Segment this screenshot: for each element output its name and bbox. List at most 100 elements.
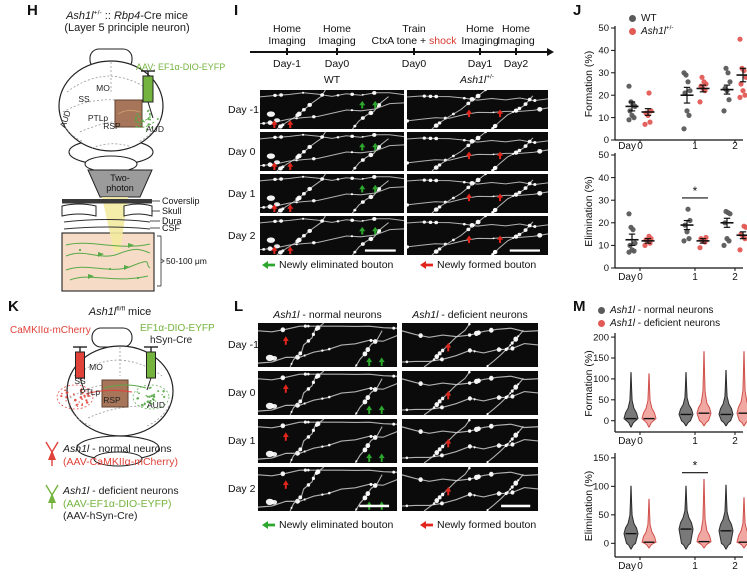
row-label: Day 2 bbox=[228, 229, 256, 242]
data-point bbox=[646, 233, 652, 239]
microscopy-image bbox=[407, 174, 548, 213]
svg-text:1: 1 bbox=[692, 436, 698, 447]
column-title-normal: Ash1l - normal neurons bbox=[273, 309, 382, 321]
region-label-ptlp: PTLp bbox=[88, 113, 109, 123]
region-label-ptlp: PTLp bbox=[80, 387, 101, 397]
data-point bbox=[737, 247, 743, 253]
newly-formed-bouton-arrow bbox=[445, 342, 452, 352]
skull-right bbox=[123, 203, 153, 217]
newly-formed-bouton-arrow bbox=[271, 204, 278, 213]
microscopy-image bbox=[260, 132, 404, 171]
panel-i-label: I bbox=[234, 2, 239, 19]
svg-text:50: 50 bbox=[598, 23, 609, 34]
data-point bbox=[740, 88, 746, 94]
microscopy-image bbox=[260, 174, 404, 213]
svg-text:0: 0 bbox=[604, 263, 609, 274]
column-title-deficient: Ash1l - deficient neurons bbox=[412, 309, 528, 321]
shock-accent: shock bbox=[429, 34, 457, 47]
legend-formed-bouton: Newly formed bouton bbox=[420, 519, 536, 531]
eyfp-construct-label: EF1α-DIO-EYFP bbox=[140, 323, 215, 334]
olfactory-bulb bbox=[91, 327, 133, 348]
newly-formed-bouton-arrow bbox=[287, 204, 294, 213]
region-label-ss: SS bbox=[74, 376, 86, 386]
newly-formed-bouton-arrow bbox=[282, 432, 289, 441]
svg-text:1: 1 bbox=[692, 561, 698, 572]
timeline-day-4: Day1 bbox=[467, 58, 493, 70]
data-point bbox=[724, 236, 730, 242]
panel-m-label: M bbox=[573, 298, 586, 315]
data-point bbox=[741, 223, 747, 229]
red-left-arrow-icon bbox=[420, 521, 433, 529]
violin bbox=[641, 373, 657, 428]
red-dot-marker bbox=[629, 28, 636, 35]
layer-label-coverslip: Coverslip bbox=[162, 196, 200, 206]
eyfp-syringe bbox=[144, 346, 158, 391]
violin bbox=[678, 485, 694, 550]
mcherry-axon-in-window bbox=[85, 389, 133, 395]
svg-text:0: 0 bbox=[637, 141, 643, 152]
row-label: Day -1 bbox=[228, 339, 259, 351]
svg-text:2: 2 bbox=[732, 272, 738, 283]
dual-injection-brain-diagram: MO SS PTLp RSP AUD bbox=[56, 327, 174, 467]
red-left-arrow-icon bbox=[420, 261, 433, 269]
cortex-outline bbox=[58, 60, 164, 152]
microscopy-image bbox=[258, 467, 397, 511]
eyfp-area-outline bbox=[132, 384, 170, 410]
timeline-day-1: Day-1 bbox=[272, 58, 301, 70]
significance-star: * bbox=[693, 184, 698, 198]
aav-syringe bbox=[141, 70, 155, 119]
svg-text:50: 50 bbox=[598, 510, 609, 521]
cortical-region-borders bbox=[68, 347, 170, 427]
svg-text:0: 0 bbox=[637, 436, 643, 447]
scale-bar bbox=[501, 504, 531, 508]
panel-k-label: K bbox=[8, 298, 19, 315]
svg-text:0: 0 bbox=[637, 561, 643, 572]
panel-j-label: J bbox=[573, 2, 582, 19]
newly-eliminated-bouton-arrow bbox=[372, 184, 379, 193]
laser-light-cone bbox=[102, 197, 128, 252]
data-point bbox=[629, 247, 635, 253]
normal-neuron-icon bbox=[45, 441, 59, 466]
microscopy-image bbox=[402, 467, 538, 511]
microscopy-image bbox=[407, 216, 548, 255]
violin bbox=[623, 372, 639, 428]
data-point bbox=[721, 242, 727, 248]
row-label: Day -1 bbox=[228, 103, 259, 116]
newly-eliminated-bouton-arrow bbox=[359, 184, 366, 193]
violin bbox=[641, 498, 657, 549]
newly-eliminated-bouton-arrow bbox=[366, 453, 373, 462]
svg-text:50: 50 bbox=[598, 150, 609, 161]
data-point bbox=[626, 211, 632, 217]
imaging-depth-label: 50-100 μm bbox=[166, 256, 207, 266]
legend-ash1l: Ash1l+/- bbox=[629, 25, 673, 38]
row-label: Day 0 bbox=[228, 145, 256, 158]
y-axis-label: Elimination (%) bbox=[583, 471, 595, 542]
data-point bbox=[725, 70, 731, 76]
violin bbox=[718, 370, 734, 427]
cranial-window bbox=[101, 379, 129, 408]
data-point bbox=[723, 65, 729, 71]
data-point bbox=[642, 242, 648, 248]
legend-deficient-neurons: Ash1l - deficient neurons bbox=[63, 485, 179, 497]
x-axis-prefix: Day bbox=[618, 141, 636, 152]
y-axis-label: Elimination (%) bbox=[583, 176, 595, 247]
svg-text:150: 150 bbox=[593, 353, 609, 364]
microscopy-image bbox=[407, 90, 548, 129]
legend-formed-bouton: Newly formed bouton bbox=[420, 259, 536, 271]
newly-formed-bouton-arrow bbox=[497, 235, 504, 244]
newly-formed-bouton-arrow bbox=[271, 246, 278, 255]
gene-name: Rbp4 bbox=[113, 10, 141, 22]
data-point bbox=[726, 97, 732, 103]
skull-left bbox=[61, 203, 97, 217]
newly-formed-bouton-arrow bbox=[497, 109, 504, 118]
data-point bbox=[687, 88, 693, 94]
scale-bar bbox=[359, 504, 390, 508]
y-axis-label: Formation (%) bbox=[583, 350, 595, 417]
microscopy-image bbox=[402, 371, 538, 415]
svg-text:10: 10 bbox=[598, 241, 609, 252]
panel-h-title: Ash1l+/- :: Rbp4-Cre mice bbox=[66, 9, 188, 22]
data-point bbox=[742, 92, 747, 98]
mcherry-area-outline bbox=[56, 384, 94, 410]
data-point bbox=[685, 206, 691, 212]
